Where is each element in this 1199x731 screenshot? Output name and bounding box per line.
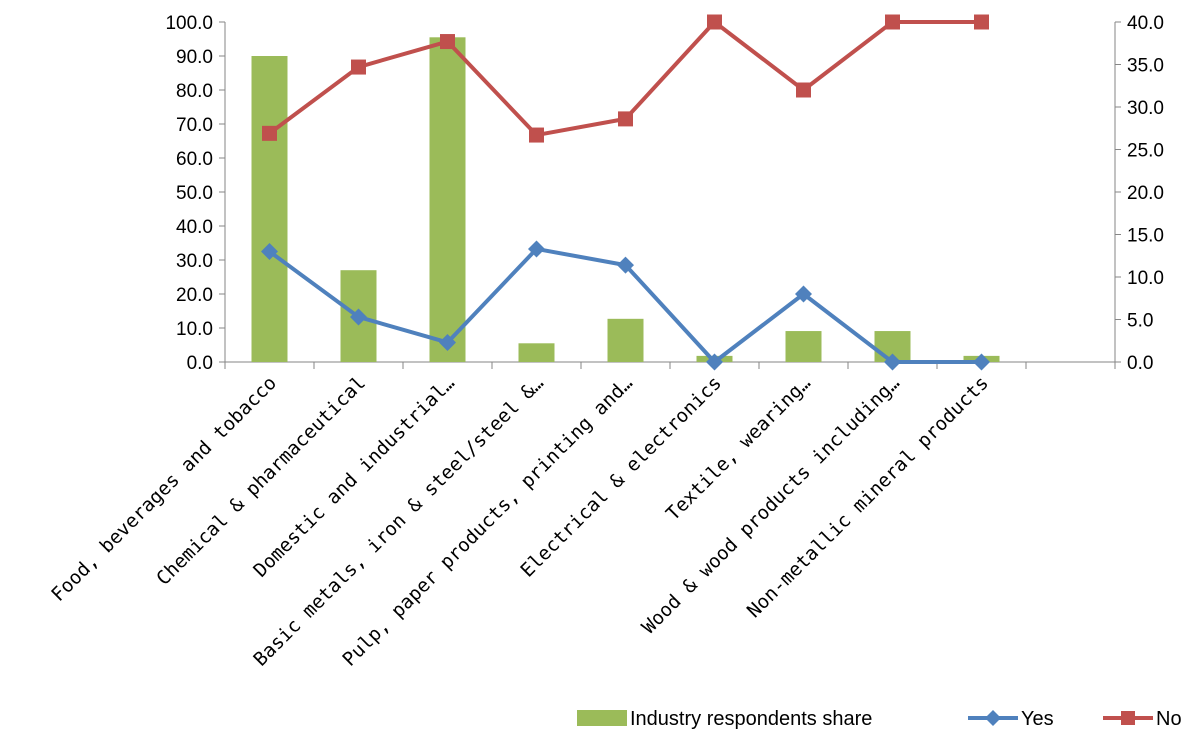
- right-tick-label: 0.0: [1127, 353, 1153, 374]
- point-no: [796, 82, 811, 98]
- category-label: Textile, wearing…: [662, 372, 815, 525]
- point-no: [885, 14, 900, 30]
- point-yes: [439, 333, 456, 351]
- point-yes: [261, 243, 278, 260]
- left-tick-label: 40.0: [176, 217, 213, 238]
- right-tick-label: 30.0: [1127, 98, 1164, 119]
- bar: [251, 56, 288, 362]
- bar-series: [251, 37, 1000, 363]
- point-no: [351, 59, 366, 75]
- right-tick-label: 25.0: [1127, 141, 1164, 162]
- point-yes: [706, 353, 723, 371]
- legend-label: Industry respondents share: [630, 708, 872, 730]
- point-yes: [795, 285, 812, 303]
- legend-label: Yes: [1021, 708, 1054, 730]
- bar: [429, 37, 466, 363]
- legend-swatch: [577, 710, 627, 726]
- legend-marker: [1121, 711, 1135, 725]
- left-tick-label: 90.0: [176, 47, 213, 68]
- line-series: [261, 14, 990, 371]
- left-axis-ticks: 0.0 10.0 20.0 30.0 40.0 50.0 60.0 70.0 80.0 90.0 1…: [165, 13, 213, 374]
- point-no: [529, 127, 544, 143]
- point-yes: [973, 353, 990, 371]
- left-tick-label: 50.0: [176, 183, 213, 204]
- point-yes: [350, 308, 367, 326]
- legend-label: No: [1156, 708, 1182, 730]
- left-tick-label: 30.0: [176, 251, 213, 272]
- bar: [607, 318, 644, 362]
- bar: [518, 343, 555, 362]
- right-tick-label: 10.0: [1127, 268, 1164, 289]
- right-tick-label: 40.0: [1127, 13, 1164, 34]
- point-no: [974, 14, 989, 30]
- right-tick-label: 35.0: [1127, 56, 1164, 77]
- left-tick-label: 10.0: [176, 319, 213, 340]
- left-tick-label: 80.0: [176, 81, 213, 102]
- point-no: [440, 34, 455, 50]
- point-no: [262, 125, 277, 141]
- point-yes: [884, 353, 901, 371]
- right-tick-label: 15.0: [1127, 226, 1164, 247]
- left-tick-label: 60.0: [176, 149, 213, 170]
- legend: Industry respondents share Yes No: [577, 708, 1182, 730]
- left-tick-label: 20.0: [176, 285, 213, 306]
- point-no: [707, 14, 722, 30]
- legend-marker: [985, 710, 1001, 726]
- bar: [785, 331, 822, 362]
- right-axis-ticks: 0.0 5.0 10.0 15.0 20.0 25.0 30.0 35.0 40.0: [1127, 13, 1164, 374]
- point-yes: [528, 240, 545, 258]
- point-yes: [617, 256, 634, 274]
- left-tick-label: 0.0: [187, 353, 213, 374]
- right-tick-label: 5.0: [1127, 311, 1153, 332]
- left-tick-label: 70.0: [176, 115, 213, 136]
- left-tick-label: 100.0: [165, 13, 213, 34]
- point-no: [618, 111, 633, 127]
- right-tick-label: 20.0: [1127, 183, 1164, 204]
